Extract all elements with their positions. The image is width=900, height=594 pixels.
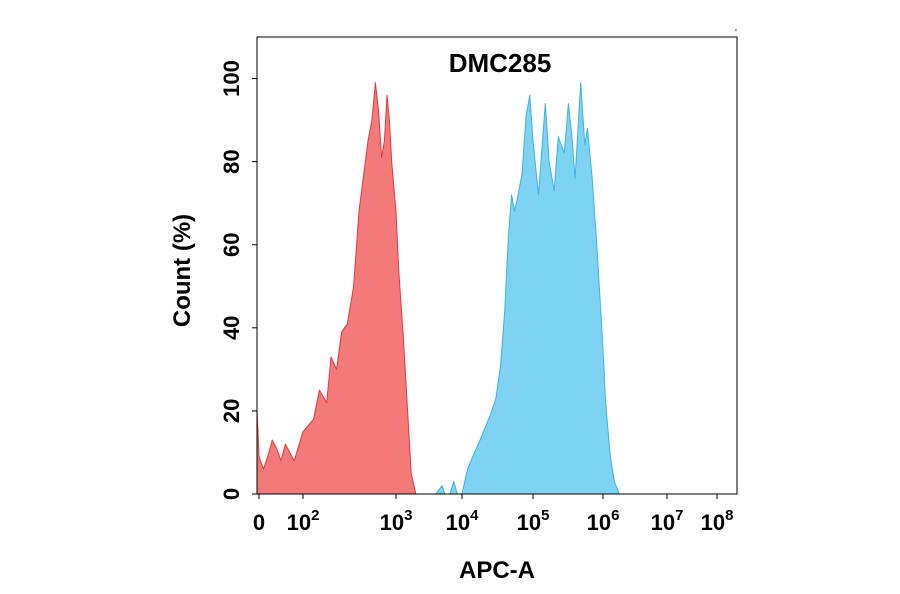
- y-tick-label: 60: [219, 232, 244, 256]
- x-tick-label: 103: [380, 507, 413, 535]
- x-tick-label: 105: [517, 507, 550, 535]
- plot-area: 0 102 103 104 105 106 107 108 0 20 40 60 80 100: [219, 36, 738, 535]
- series-layer: [256, 82, 620, 495]
- x-axis-title: APC-A: [459, 557, 535, 584]
- x-axis: 0 102 103 104 105 106 107 108: [253, 494, 734, 535]
- x-tick-label: 0: [253, 510, 265, 535]
- x-tick-label: 108: [701, 507, 734, 535]
- y-tick-label: 0: [219, 488, 244, 500]
- y-tick-label: 80: [219, 149, 244, 173]
- y-axis: 0 20 40 60 80 100: [219, 60, 257, 500]
- x-tick-label: 106: [587, 507, 620, 535]
- corner-tick-mark: ': [735, 28, 737, 39]
- x-tick-label: 104: [446, 507, 479, 535]
- y-axis-title: Count (%): [169, 214, 196, 327]
- histogram-series-2: [435, 82, 620, 495]
- chart-title: DMC285: [449, 48, 552, 78]
- y-tick-label: 20: [219, 399, 244, 423]
- y-tick-label: 100: [219, 60, 244, 97]
- histogram-series-1: [256, 82, 417, 495]
- x-tick-label: 107: [651, 507, 684, 535]
- plot-frame: [256, 36, 738, 495]
- y-tick-label: 40: [219, 316, 244, 340]
- x-tick-label: 102: [287, 507, 320, 535]
